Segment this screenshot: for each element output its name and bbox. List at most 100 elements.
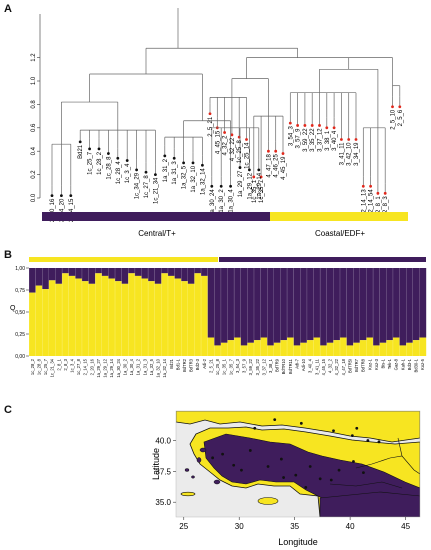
leaf-tip <box>281 152 285 155</box>
y-tick-label: 1.0 <box>31 76 37 85</box>
bar-segment-yellow <box>306 340 314 356</box>
sample-label: 3_35_22 <box>255 358 260 375</box>
leaf-label: 1a_29_14 <box>257 172 263 199</box>
sample-site <box>318 477 322 481</box>
x-tick-label: 25 <box>179 522 188 531</box>
bar-segment-purple <box>29 268 36 293</box>
bar-segment-purple <box>121 268 129 284</box>
bar-segment-yellow <box>108 278 116 356</box>
leaf-tip <box>347 138 351 141</box>
sample-label: 3_40_4 <box>308 358 313 373</box>
sample-label: BdTR11 <box>288 358 293 374</box>
sample-label: 1c_27_8 <box>76 358 81 375</box>
x-tick-label: 45 <box>401 522 410 531</box>
leaf-label: 3_40_4 <box>332 130 338 151</box>
sample-label: Bd2-3 <box>195 358 200 370</box>
sample-label: Koz-3 <box>374 358 379 370</box>
bar-segment-purple <box>313 268 321 338</box>
sample-label: 1a_29_27 <box>96 358 101 377</box>
leaf-tip <box>116 156 120 160</box>
bar-segment-purple <box>148 268 155 282</box>
bar-segment-purple <box>280 268 288 341</box>
leaf-label: 1c_25_14 <box>245 142 251 169</box>
bar-segment-yellow <box>293 345 301 356</box>
sample-site <box>366 439 370 442</box>
sample-label: BdTR7 <box>354 358 359 372</box>
leaf-tip <box>154 173 157 177</box>
bar-segment-purple <box>128 268 136 274</box>
bar-segment-purple <box>167 268 175 276</box>
leaf-label: 2_14_54 <box>369 189 375 213</box>
bar-segment-yellow <box>386 340 394 356</box>
leaf-tip <box>50 194 54 198</box>
bar-segment-yellow <box>253 340 261 356</box>
sample-label: BdTR9 <box>275 358 280 372</box>
y-tick-label: 0.2 <box>31 170 37 179</box>
bar-segment-yellow <box>392 337 400 356</box>
land-south <box>319 491 420 517</box>
sample-site <box>362 471 365 475</box>
bar-segment-purple <box>346 268 354 346</box>
sample-label: Bd21 <box>169 358 174 368</box>
sample-label: 3_59_22 <box>248 358 253 375</box>
leaf-tip <box>361 184 365 188</box>
bar-segment-yellow <box>81 281 89 356</box>
bar-segment-yellow <box>42 289 50 356</box>
sample-label: Koz-1 <box>367 358 372 370</box>
group-bar-coastal <box>270 212 408 221</box>
bar-segment-purple <box>95 268 102 274</box>
sample-label: 4_47_18 <box>341 358 346 375</box>
bar-segment-yellow <box>412 340 420 356</box>
leaf-label: 3_35_22 <box>310 128 316 152</box>
leaf-label: 2_14_20 <box>59 198 65 222</box>
leaf-tip <box>172 156 176 160</box>
sample-label: Gaz-8 <box>394 358 399 370</box>
bar-segment-yellow <box>267 345 275 356</box>
sample-label: Bd3-1 <box>407 358 412 370</box>
bar-segment-yellow <box>75 278 83 356</box>
bar-segment-purple <box>373 268 380 346</box>
sample-label: 1a_32_10 <box>156 358 161 377</box>
sample-sites <box>211 418 381 489</box>
leaf-label: 1a_29_27 <box>238 170 244 197</box>
structure-y-label: Q <box>10 305 16 312</box>
sample-site <box>240 468 243 472</box>
bar-segment-yellow <box>399 345 407 356</box>
panel-letter-a: A <box>4 3 12 15</box>
leaf-label: 4_47_18 <box>266 154 272 178</box>
bar-segment-yellow <box>280 340 288 356</box>
bar-segment-purple <box>115 268 122 282</box>
sample-label: BdTR8 <box>361 358 366 372</box>
leaf-tip <box>248 168 251 172</box>
leaf-tip <box>340 138 343 141</box>
leaf-tip <box>252 175 256 179</box>
bar-segment-purple <box>253 268 261 341</box>
bar-segment-yellow <box>214 345 222 356</box>
bar-segment-purple <box>81 268 89 282</box>
leaf-label: 2_5_10 <box>391 109 397 130</box>
bar-segment-yellow <box>101 275 109 356</box>
leaf-tip <box>288 121 292 125</box>
y-tick-label: 40.0 <box>155 437 171 446</box>
leaf-tip <box>257 168 261 172</box>
leaf-tip <box>296 124 299 127</box>
leaf-tip <box>398 105 402 109</box>
bar-segment-purple <box>88 268 96 284</box>
bar-segment-purple <box>68 268 76 276</box>
structure-top-bar-yellow <box>29 257 218 262</box>
leaf-tip <box>208 112 212 116</box>
sample-label: 1c_35_7 <box>228 358 233 375</box>
x-tick-label: 40 <box>346 522 355 531</box>
leaf-label: 1a_31_2 <box>163 158 169 182</box>
bar-segment-purple <box>406 268 413 343</box>
leaf-label: 1a_32_5 <box>182 165 188 189</box>
bar-segment-yellow <box>88 283 96 356</box>
leaf-tip <box>60 194 63 198</box>
sample-label: 3_41_11 <box>314 358 319 375</box>
bar-segment-yellow <box>373 345 380 356</box>
sample-label: 1c_3_4 <box>70 358 75 372</box>
leaf-tip <box>318 124 321 127</box>
sample-label: 1c_25_8 <box>215 358 220 375</box>
sample-label: 1a_32_5 <box>149 358 154 375</box>
